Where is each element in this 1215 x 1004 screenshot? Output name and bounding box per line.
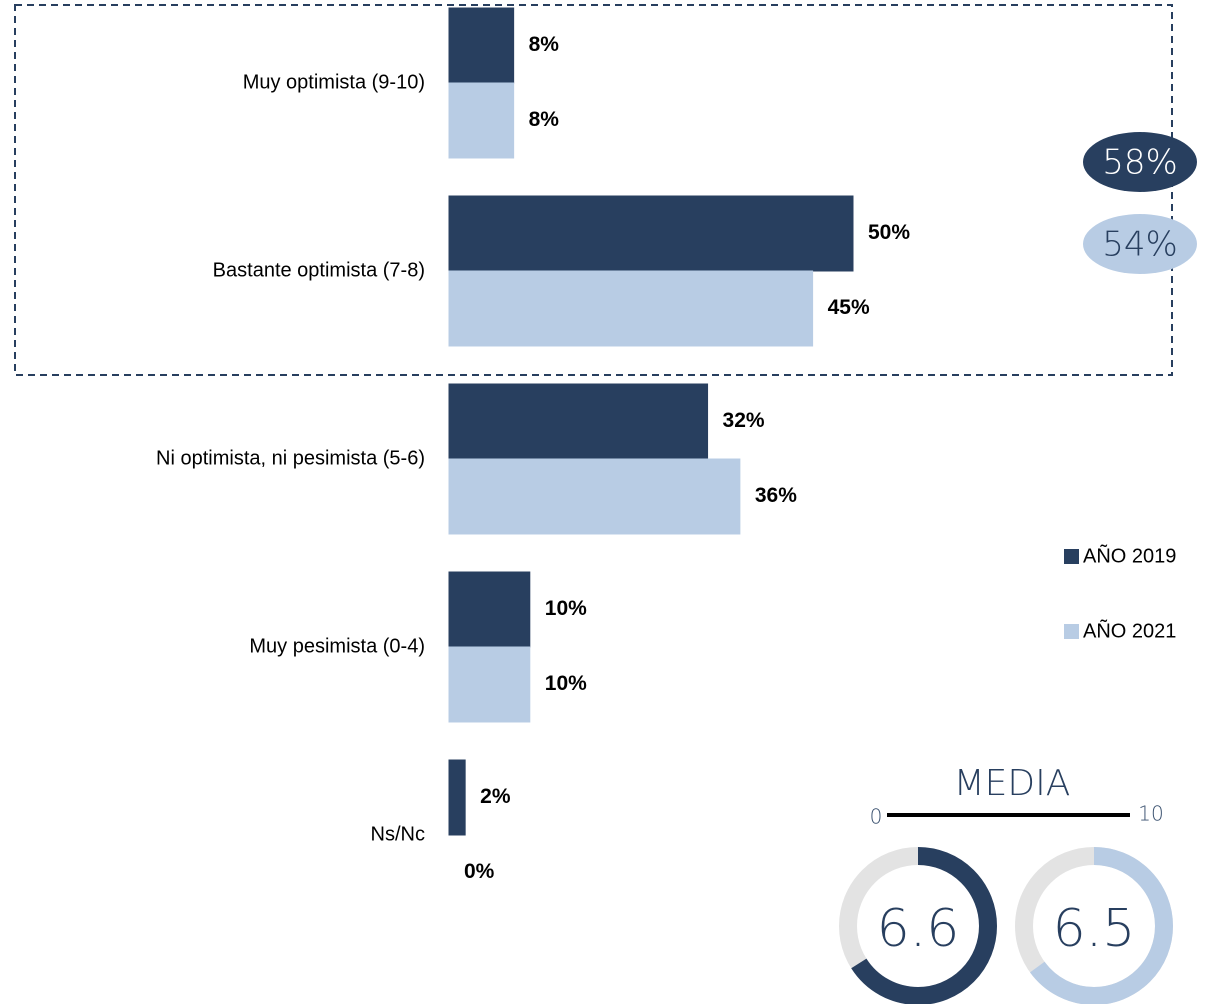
value-label: 8% xyxy=(529,33,560,56)
bar xyxy=(448,270,814,347)
legend-label: AÑO 2021 xyxy=(1083,618,1176,642)
legend-label: AÑO 2019 xyxy=(1083,543,1176,567)
category-label: Ns/Nc xyxy=(371,823,425,845)
bar xyxy=(448,759,466,836)
total-label: 58% xyxy=(1102,143,1178,183)
category-label: Muy pesimista (0-4) xyxy=(249,635,425,657)
gauge-arc xyxy=(1015,847,1173,1004)
media-min: 0 xyxy=(870,805,883,829)
total-label: 54% xyxy=(1102,225,1178,265)
media-max: 10 xyxy=(1138,802,1163,826)
highlight-box xyxy=(14,4,1173,376)
gauge-value: 6.5 xyxy=(1053,899,1136,959)
value-label: 45% xyxy=(828,296,870,319)
bar xyxy=(448,195,854,272)
value-label: 0% xyxy=(464,860,495,883)
legend-swatch xyxy=(1064,624,1079,639)
total-bubble xyxy=(1083,214,1197,274)
value-label: 10% xyxy=(545,672,587,695)
category-label: Muy optimista (9-10) xyxy=(243,71,425,93)
value-label: 10% xyxy=(545,597,587,620)
gauge-value: 6.6 xyxy=(877,899,960,959)
value-label: 36% xyxy=(755,484,797,507)
gauge-arc xyxy=(839,847,997,1004)
bar xyxy=(448,571,531,648)
value-label: 2% xyxy=(480,785,511,808)
bar xyxy=(448,7,515,84)
bar xyxy=(448,82,515,159)
total-bubble xyxy=(1083,132,1197,192)
media-title: MEDIA xyxy=(954,763,1071,804)
legend-swatch xyxy=(1064,549,1079,564)
bar xyxy=(448,458,741,535)
value-label: 8% xyxy=(529,108,560,131)
bar xyxy=(448,646,531,723)
value-label: 32% xyxy=(723,409,765,432)
category-label: Ni optimista, ni pesimista (5-6) xyxy=(156,447,425,469)
bar xyxy=(448,383,709,460)
value-label: 50% xyxy=(868,221,910,244)
category-label: Bastante optimista (7-8) xyxy=(213,259,425,281)
